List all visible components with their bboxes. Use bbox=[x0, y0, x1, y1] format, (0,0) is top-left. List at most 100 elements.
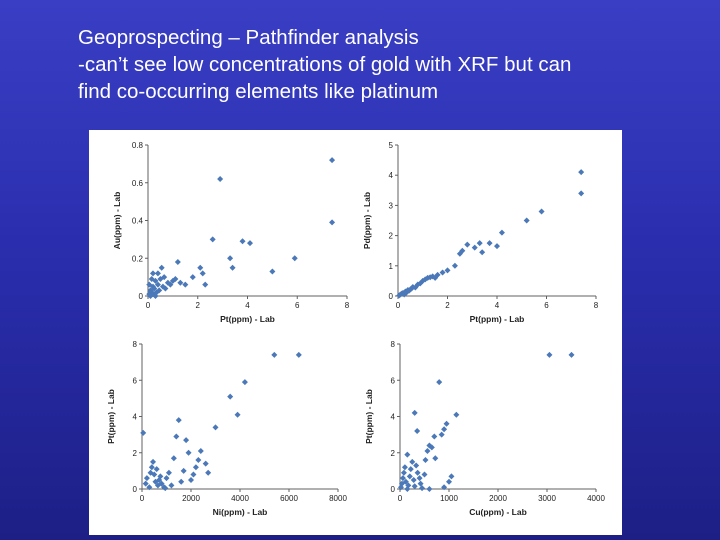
data-point bbox=[170, 455, 177, 462]
data-point bbox=[178, 478, 185, 485]
data-point bbox=[459, 247, 466, 254]
y-tick-label: 2 bbox=[133, 449, 138, 458]
data-point bbox=[153, 466, 160, 473]
y-tick-label: 8 bbox=[391, 340, 396, 349]
data-point bbox=[147, 293, 154, 299]
data-point bbox=[151, 471, 158, 478]
y-tick-label: 8 bbox=[133, 340, 138, 349]
data-point bbox=[400, 469, 407, 476]
y-tick-label: 5 bbox=[389, 141, 394, 150]
x-tick-label: 4 bbox=[495, 301, 500, 310]
x-axis-label: Pt(ppm) - Lab bbox=[470, 314, 525, 324]
scatter-chart-2: 0 2 4 6 8 0 1 2 3 4 5 Pt(ppm) - Lab Pd(ppm) - Lab bbox=[362, 141, 599, 324]
data-point bbox=[441, 426, 448, 433]
data-point bbox=[227, 255, 234, 262]
data-point bbox=[578, 169, 585, 176]
data-point bbox=[464, 241, 471, 248]
x-tick-label: 8 bbox=[345, 301, 350, 310]
x-tick-label: 8000 bbox=[329, 494, 347, 503]
x-tick-label: 0 bbox=[398, 494, 403, 503]
x-tick-label: 2000 bbox=[182, 494, 200, 503]
y-tick-label: 2 bbox=[389, 232, 394, 241]
data-point bbox=[434, 271, 441, 278]
y-tick-label: 0 bbox=[139, 292, 144, 301]
data-point bbox=[414, 428, 421, 434]
data-point bbox=[329, 157, 336, 164]
y-tick-label: 4 bbox=[391, 413, 396, 422]
x-tick-label: 6 bbox=[544, 301, 549, 310]
scatter-plots-svg: 0 2 4 6 8 0 0.2 0.4 0.6 0.8 Pt(ppm) - Lab Au(ppm) -… bbox=[106, 141, 605, 517]
x-tick-label: 2 bbox=[445, 301, 450, 310]
data-point bbox=[188, 476, 194, 483]
data-point bbox=[431, 433, 438, 440]
data-point bbox=[167, 281, 174, 288]
y-tick-label: 0.4 bbox=[132, 217, 144, 226]
y-tick-label: 0 bbox=[389, 292, 394, 301]
data-point bbox=[523, 217, 530, 224]
data-point bbox=[150, 458, 157, 465]
x-tick-label: 0 bbox=[396, 301, 401, 310]
data-point bbox=[149, 270, 156, 277]
data-point bbox=[444, 267, 451, 274]
x-tick-label: 0 bbox=[140, 494, 145, 503]
data-point bbox=[479, 249, 486, 256]
data-point bbox=[158, 264, 165, 271]
data-point bbox=[422, 457, 429, 463]
data-point bbox=[197, 447, 204, 454]
x-axis-label: Cu(ppm) - Lab bbox=[469, 507, 527, 517]
y-tick-label: 4 bbox=[133, 413, 138, 422]
data-point bbox=[436, 379, 443, 386]
data-point bbox=[441, 484, 448, 491]
data-point bbox=[163, 475, 170, 482]
data-point bbox=[168, 482, 175, 489]
data-point bbox=[197, 264, 204, 271]
y-axis-label: Pt(ppm) - Lab bbox=[106, 389, 116, 444]
scatter-chart-4: 0 1000 2000 3000 4000 0 2 4 6 8 Cu(ppm) - Lab Pt(pp… bbox=[364, 340, 605, 517]
data-point bbox=[414, 469, 421, 476]
data-point bbox=[146, 281, 153, 288]
data-point bbox=[291, 255, 298, 262]
data-point bbox=[180, 467, 187, 474]
x-tick-label: 4000 bbox=[587, 494, 605, 503]
data-point bbox=[538, 208, 545, 215]
data-point bbox=[446, 478, 452, 485]
data-point bbox=[212, 424, 219, 431]
data-point bbox=[476, 240, 483, 247]
x-tick-label: 8 bbox=[594, 301, 599, 310]
data-point bbox=[146, 484, 153, 491]
x-axis-label: Pt(ppm) - Lab bbox=[220, 314, 275, 324]
data-point bbox=[410, 476, 417, 483]
data-point bbox=[152, 293, 159, 299]
data-point bbox=[417, 280, 424, 287]
data-point bbox=[443, 420, 450, 427]
data-point bbox=[246, 240, 253, 247]
data-point bbox=[154, 281, 161, 288]
data-point bbox=[404, 486, 411, 492]
data-point bbox=[142, 480, 149, 487]
y-tick-label: 4 bbox=[389, 171, 394, 180]
data-point bbox=[411, 409, 418, 416]
data-point bbox=[185, 449, 192, 456]
data-point bbox=[174, 259, 181, 266]
y-axis-label: Pt(ppm) - Lab bbox=[364, 389, 374, 444]
data-point bbox=[148, 276, 155, 283]
data-point bbox=[172, 276, 179, 283]
x-tick-label: 4000 bbox=[231, 494, 249, 503]
data-point bbox=[143, 475, 150, 482]
data-point bbox=[162, 485, 169, 492]
data-point bbox=[439, 269, 446, 276]
data-point bbox=[229, 264, 236, 271]
data-point bbox=[414, 281, 421, 288]
data-point bbox=[152, 277, 159, 284]
title-line-1: Geoprospecting – Pathfinder analysis bbox=[78, 26, 419, 49]
data-point bbox=[494, 243, 500, 250]
data-point bbox=[568, 351, 575, 358]
data-point bbox=[407, 466, 414, 473]
y-tick-label: 0 bbox=[391, 485, 396, 494]
data-point bbox=[199, 270, 206, 277]
x-tick-label: 6 bbox=[295, 301, 300, 310]
data-point bbox=[205, 469, 212, 476]
data-point bbox=[451, 262, 458, 269]
x-tick-label: 1000 bbox=[440, 494, 458, 503]
y-tick-label: 0.6 bbox=[132, 179, 144, 188]
